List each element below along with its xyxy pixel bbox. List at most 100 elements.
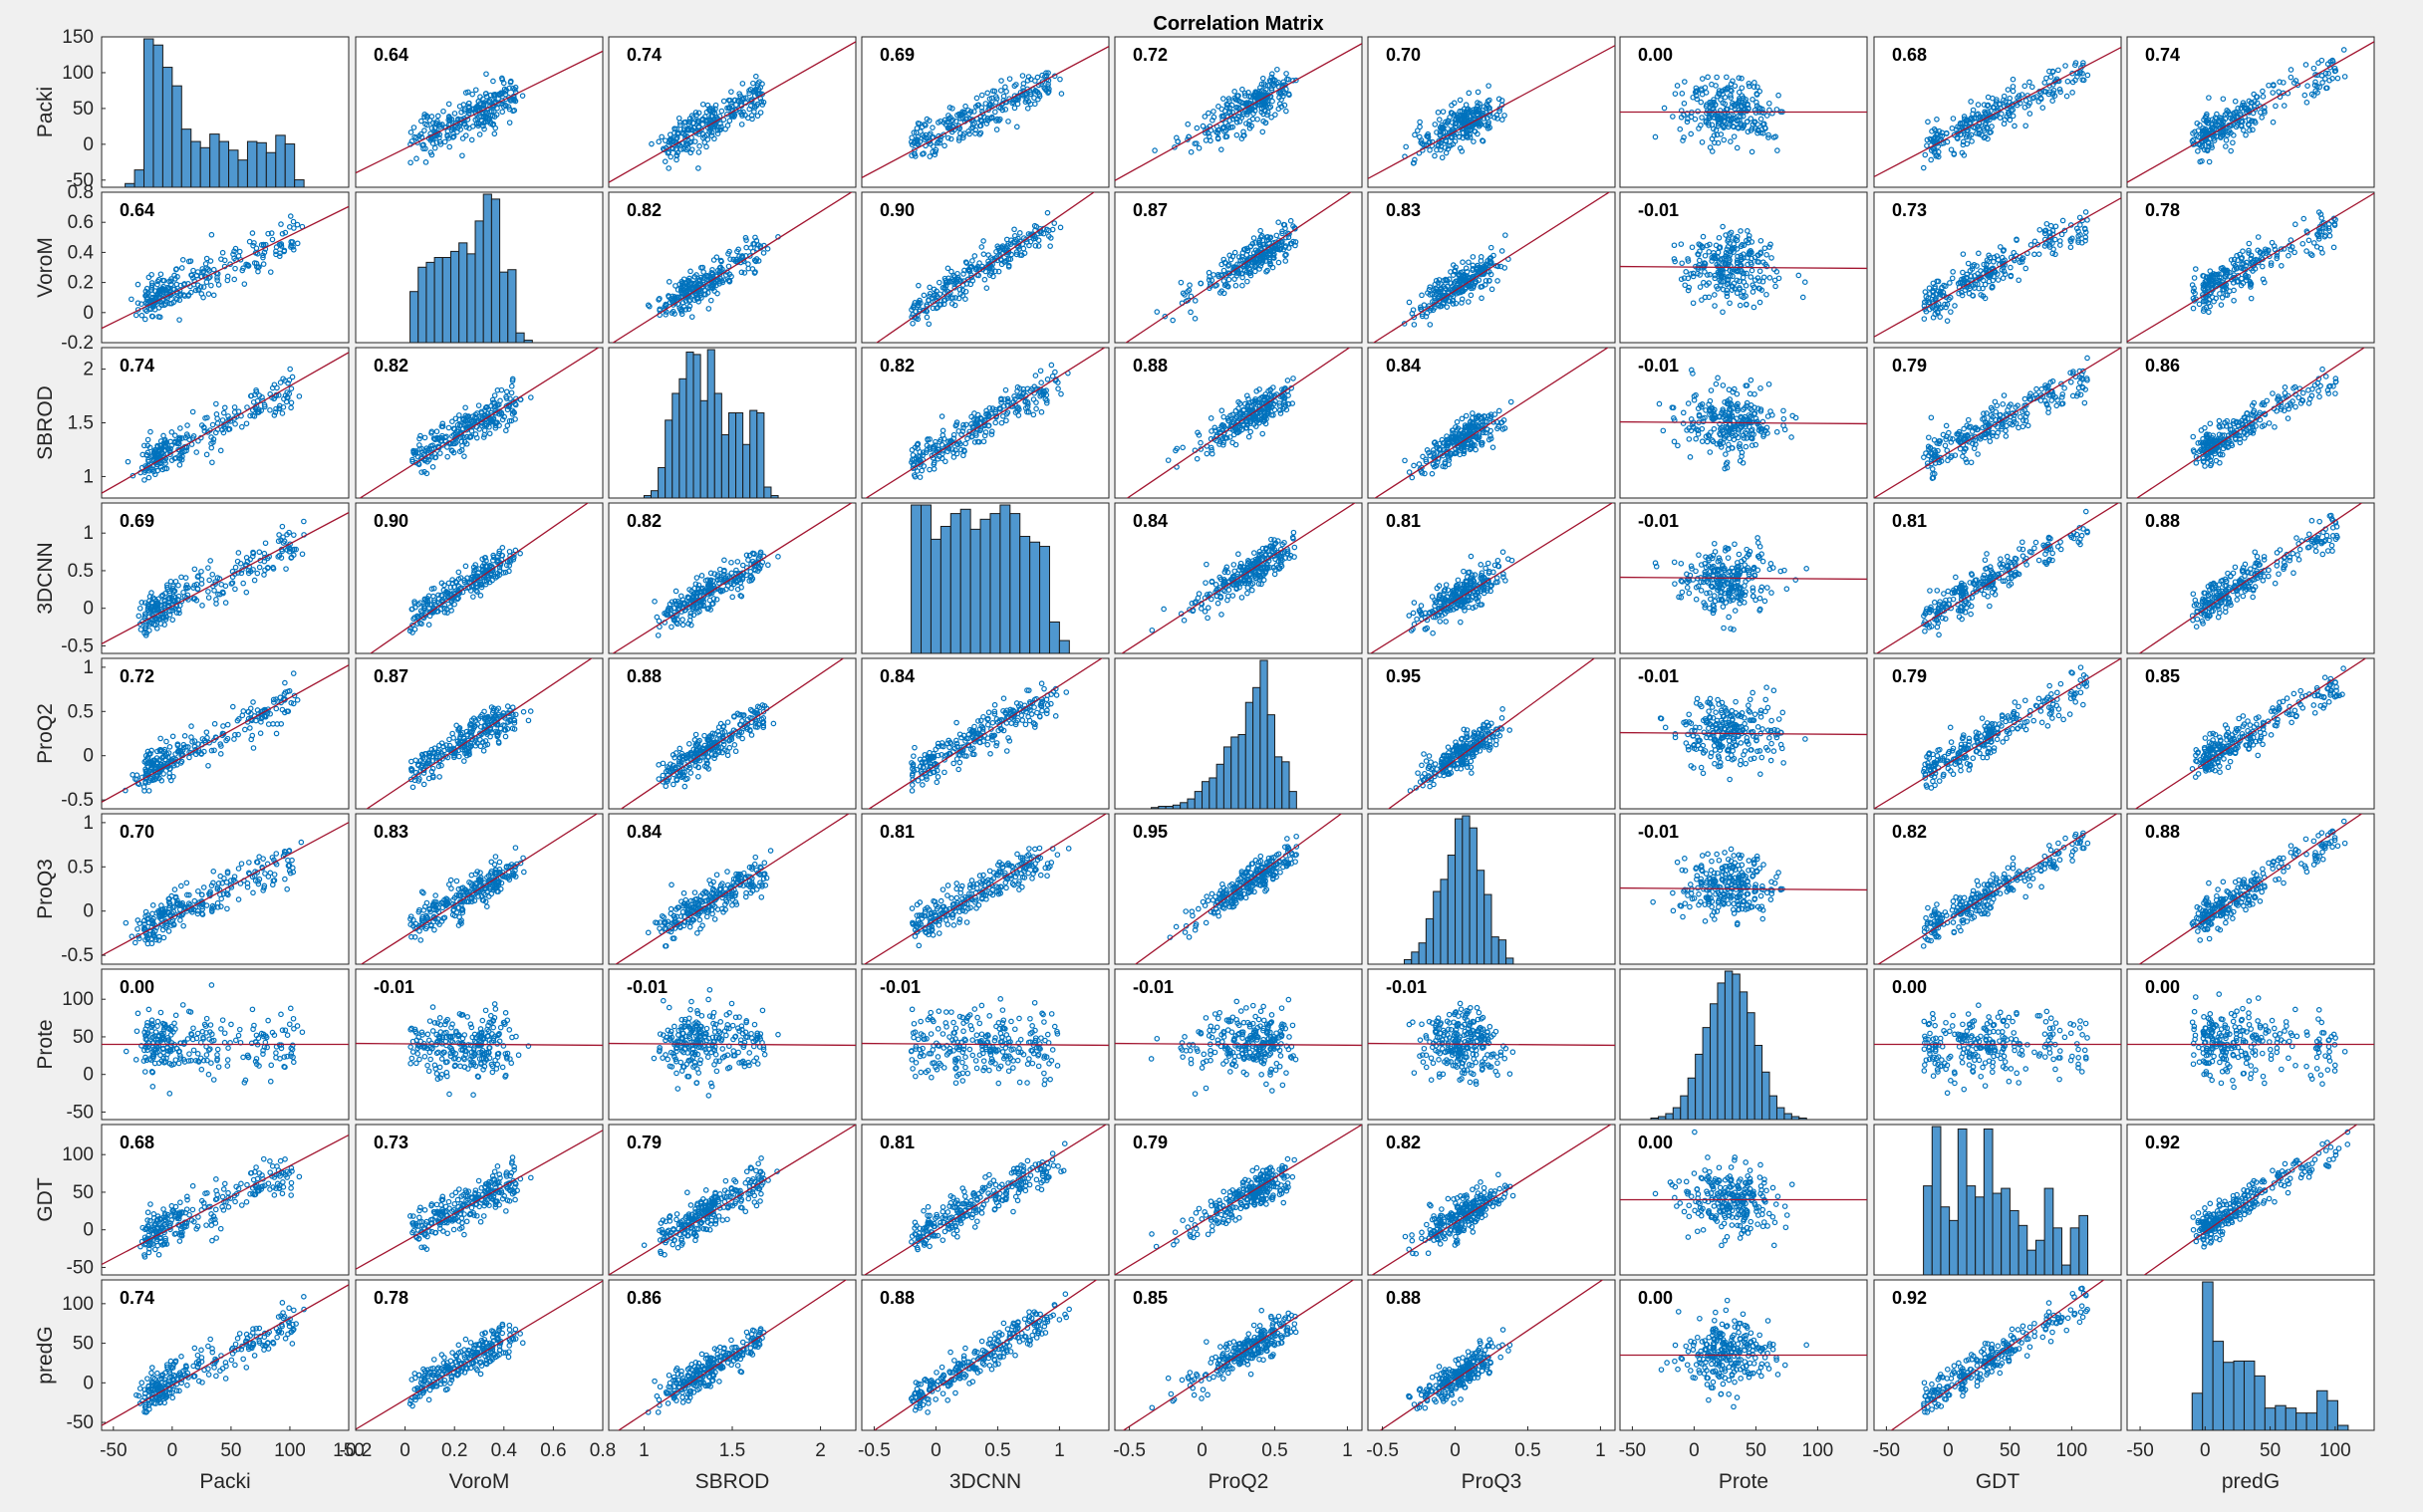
scatter-point	[428, 125, 435, 131]
scatter-point	[1264, 109, 1271, 116]
scatter-point	[1457, 277, 1464, 283]
scatter-point	[1287, 240, 1294, 247]
scatter-point	[955, 295, 962, 302]
scatter-point	[440, 108, 446, 115]
scatter-point	[961, 110, 967, 117]
scatter-point	[1445, 298, 1452, 304]
scatter-point	[2069, 90, 2075, 96]
scatter-point	[1724, 293, 1731, 300]
cell-VoroM-Prote: -0.01	[1619, 191, 1868, 344]
scatter-point	[143, 296, 150, 303]
scatter-point	[1736, 126, 1742, 131]
scatter-point	[1754, 84, 1760, 91]
scatter-point	[976, 260, 982, 266]
scatter-point	[728, 101, 734, 107]
scatter-point	[739, 81, 746, 87]
scatter-point	[1750, 289, 1756, 295]
scatter-point	[1281, 221, 1288, 228]
scatter-point	[466, 100, 472, 107]
scatter-point	[290, 246, 297, 253]
scatter-point	[669, 310, 675, 316]
scatter-point	[2316, 84, 2323, 91]
scatter-point	[1194, 140, 1200, 146]
scatter-point	[1498, 248, 1505, 254]
scatter-point	[645, 302, 652, 309]
scatter-point	[1724, 290, 1731, 297]
scatter-point	[1759, 278, 1766, 285]
scatter-point	[1944, 138, 1951, 145]
scatter-point	[1229, 253, 1236, 260]
scatter-point	[279, 230, 286, 237]
scatter-point	[1245, 109, 1251, 116]
scatter-point	[1490, 252, 1496, 259]
scatter-point	[1264, 98, 1271, 105]
scatter-point	[2030, 95, 2037, 101]
scatter-point	[1744, 301, 1750, 308]
scatter-point	[1293, 77, 1299, 84]
scatter-point	[1741, 95, 1747, 102]
scatter-point	[1445, 126, 1451, 131]
scatter-point	[1263, 268, 1269, 275]
scatter-point	[1436, 293, 1443, 300]
scatter-point	[437, 141, 444, 147]
scatter-point	[167, 278, 174, 284]
scatter-point	[2252, 107, 2259, 113]
histogram-bar	[713, 392, 722, 498]
scatter-point	[1257, 234, 1264, 240]
scatter-point	[1017, 252, 1023, 258]
scatter-point	[726, 278, 733, 285]
scatter-point	[1734, 233, 1741, 240]
scatter-point	[1709, 99, 1715, 106]
scatter-point	[704, 285, 711, 291]
scatter-point	[290, 244, 296, 250]
scatter-point	[1486, 97, 1492, 104]
scatter-point	[992, 109, 998, 116]
scatter-point	[1227, 125, 1234, 130]
scatter-point	[962, 103, 968, 110]
scatter-point	[915, 120, 922, 126]
scatter-point	[2302, 62, 2309, 68]
scatter-point	[1701, 279, 1707, 286]
scatter-point	[232, 245, 239, 252]
scatter-point	[948, 301, 955, 307]
scatter-point	[1279, 228, 1285, 235]
scatter-point	[255, 264, 261, 271]
scatter-point	[724, 123, 731, 128]
scatter-point	[1479, 283, 1485, 290]
scatter-point	[1671, 242, 1678, 249]
scatter-point	[1487, 244, 1494, 251]
scatter-point	[667, 136, 673, 142]
scatter-point	[1226, 98, 1232, 105]
scatter-point	[1709, 135, 1716, 142]
scatter-point	[977, 129, 984, 136]
scatter-point	[1745, 128, 1751, 135]
scatter-point	[2080, 60, 2086, 66]
scatter-point	[1233, 119, 1240, 126]
correlation-coefficient: 0.78	[2145, 200, 2180, 220]
scatter-point	[1734, 144, 1741, 151]
scatter-point	[1745, 119, 1750, 125]
scatter-point	[1032, 242, 1039, 249]
scatter-point	[1486, 255, 1493, 262]
scatter-point	[1715, 139, 1722, 146]
scatter-point	[1984, 103, 1991, 109]
cell-Packi-3DCNN: 0.69	[861, 36, 1110, 188]
scatter-point	[261, 249, 268, 256]
scatter-point	[949, 106, 955, 112]
scatter-point	[2261, 108, 2268, 115]
scatter-point	[2008, 108, 2015, 114]
scatter-point	[429, 135, 436, 142]
scatter-point	[1737, 302, 1744, 309]
scatter-point	[910, 320, 916, 327]
scatter-point	[980, 238, 986, 244]
scatter-point	[2203, 118, 2210, 125]
scatter-point	[1456, 289, 1462, 295]
scatter-point	[1748, 274, 1754, 280]
scatter-point	[1205, 130, 1212, 136]
scatter-point	[709, 271, 716, 278]
scatter-point	[1724, 246, 1731, 253]
scatter-point	[1014, 124, 1020, 130]
scatter-point	[947, 135, 954, 142]
scatter-point	[1442, 144, 1449, 150]
scatter-point	[944, 265, 951, 272]
